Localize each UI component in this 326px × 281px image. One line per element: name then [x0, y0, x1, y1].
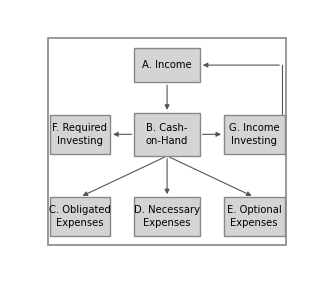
Bar	[134, 197, 200, 236]
Bar	[224, 115, 285, 154]
Bar	[134, 48, 200, 82]
Bar	[50, 115, 110, 154]
Text: A. Income: A. Income	[142, 60, 192, 70]
Text: F. Required
Investing: F. Required Investing	[52, 123, 107, 146]
Text: E. Optional
Expenses: E. Optional Expenses	[227, 205, 282, 228]
Text: C. Obligated
Expenses: C. Obligated Expenses	[49, 205, 111, 228]
Bar	[224, 197, 285, 236]
Text: G. Income
Investing: G. Income Investing	[229, 123, 280, 146]
Bar	[134, 113, 200, 156]
Text: B. Cash-
on-Hand: B. Cash- on-Hand	[146, 123, 188, 146]
Bar	[50, 197, 110, 236]
Text: D. Necessary
Expenses: D. Necessary Expenses	[134, 205, 200, 228]
